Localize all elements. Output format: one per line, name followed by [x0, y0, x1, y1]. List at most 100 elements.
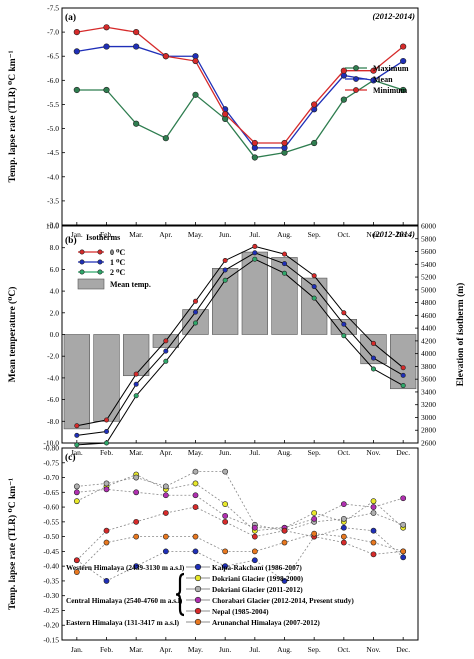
legend-marker [353, 87, 359, 93]
y-tick-label: -0.55 [43, 517, 59, 526]
y-tick-label: -0.65 [43, 488, 59, 497]
legend-marker [79, 269, 85, 275]
isotherm-point [370, 366, 376, 372]
bar [63, 334, 90, 430]
group-label: Central Himalaya (2540-4760 m a.s.l) [66, 596, 183, 605]
data-point [251, 139, 258, 147]
y-tick-label: -0.70 [43, 473, 59, 482]
x-tick-label: Jan. [71, 645, 83, 654]
legend-label: Chorabari Glacier (2012-2014, Present st… [212, 596, 354, 605]
legend-label: Mean [373, 75, 393, 84]
isotherm-point [104, 440, 110, 446]
data-point [370, 527, 377, 534]
series-line [76, 474, 404, 532]
data-point [222, 468, 229, 475]
x-tick-label: Jan. [71, 448, 83, 457]
y-tick-label: -5.5 [47, 100, 59, 109]
data-point [251, 533, 258, 540]
isotherm-point [104, 417, 110, 423]
legend-label: 0 ⁰C [110, 248, 126, 257]
x-tick-label: Dec. [396, 645, 410, 654]
data-point [251, 524, 258, 531]
data-point [370, 67, 377, 74]
series-line [76, 488, 404, 529]
period-label: (2012-2014) [373, 229, 416, 239]
y2-tick-label: 2600 [421, 439, 436, 448]
legend-marker [97, 269, 103, 275]
data-point [370, 510, 377, 516]
y-tick-label: -3.5 [47, 196, 59, 205]
y2-tick-label: 5600 [421, 247, 436, 256]
series-line [76, 506, 404, 561]
y-tick-label: -6.0 [47, 76, 59, 85]
legend-marker [194, 585, 202, 593]
legend-label: 2 ⁰C [110, 268, 126, 277]
y2-tick-label: 4200 [421, 336, 436, 345]
data-point [103, 43, 110, 50]
data-point [222, 501, 229, 508]
data-point [103, 480, 110, 487]
data-point [311, 510, 318, 516]
y2-tick-label: 3000 [421, 413, 436, 422]
series-line [76, 527, 404, 582]
data-point [370, 498, 377, 505]
x-tick-label: Feb. [100, 448, 113, 457]
legend-marker [79, 259, 85, 265]
data-point [192, 468, 199, 475]
legend-marker [194, 596, 202, 604]
y2-tick-label: 5000 [421, 285, 436, 294]
group-brace [175, 572, 185, 617]
y-tick-label: -0.75 [43, 458, 59, 467]
data-point [400, 554, 407, 561]
isotherm-point [281, 261, 287, 267]
data-point [103, 539, 110, 546]
group-label: Western Himalaya (2439-3130 m a.s.l) [66, 563, 185, 572]
group-label: Eastern Himalaya (131-3417 m a.s.l) [66, 618, 180, 627]
data-point [370, 504, 377, 510]
legend-marker [194, 574, 202, 582]
isotherm-point [400, 383, 406, 389]
isotherm-point [311, 284, 317, 290]
y-tick-label: -4.0 [47, 172, 59, 181]
data-point [311, 530, 318, 537]
data-point [162, 483, 169, 490]
legend-marker [194, 563, 202, 571]
data-point [133, 489, 140, 496]
isotherm-point [281, 270, 287, 276]
y-tick-label: -10.0 [43, 439, 59, 448]
y-tick-label: -0.35 [43, 576, 59, 585]
data-point [192, 548, 199, 555]
x-tick-label: Nov. [366, 230, 380, 239]
isotherm-point [133, 371, 139, 377]
x-tick-label: Jun. [219, 645, 231, 654]
legend-label: Minimum [373, 86, 408, 95]
period-label: (2012-2014) [373, 11, 416, 21]
data-point [162, 135, 169, 142]
y-tick-label: 6.0 [50, 265, 60, 274]
data-point [192, 480, 199, 487]
x-tick-label: Jun. [219, 230, 231, 239]
data-point [162, 533, 169, 540]
legend-label: Mean temp. [110, 280, 151, 289]
data-point [222, 548, 229, 555]
x-tick-label: Jul. [250, 645, 261, 654]
x-tick-label: Apr. [159, 230, 172, 239]
y-tick-label: -2.0 [47, 352, 59, 361]
data-point [400, 548, 407, 555]
panel-label: (a) [65, 12, 76, 23]
isotherm-point [163, 338, 169, 344]
data-point [281, 539, 288, 546]
data-point [370, 77, 377, 84]
data-point [400, 57, 407, 65]
data-point [192, 57, 199, 65]
isotherm-point [163, 358, 169, 364]
y2-tick-label: 3800 [421, 362, 436, 371]
legend-label: Maximum [373, 64, 409, 73]
isotherm-line [76, 245, 404, 427]
legend-label: Arunanchal Himalaya (2007-2012) [212, 618, 320, 627]
data-point [133, 533, 140, 540]
x-tick-label: Sep. [308, 448, 321, 457]
legend-title: Isotherms [86, 233, 120, 242]
data-point [73, 557, 80, 564]
